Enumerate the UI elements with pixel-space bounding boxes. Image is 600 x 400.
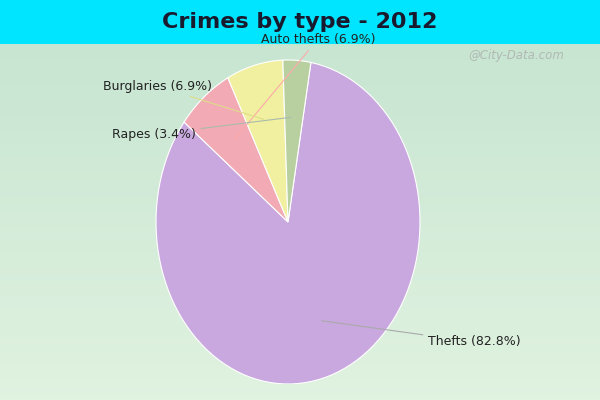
Text: Crimes by type - 2012: Crimes by type - 2012 <box>163 12 437 32</box>
Text: Thefts (82.8%): Thefts (82.8%) <box>322 321 521 348</box>
Polygon shape <box>184 78 288 222</box>
Text: Auto thefts (6.9%): Auto thefts (6.9%) <box>235 33 375 139</box>
Polygon shape <box>228 60 288 222</box>
Text: Rapes (3.4%): Rapes (3.4%) <box>112 117 291 141</box>
Polygon shape <box>156 62 420 384</box>
Text: @City-Data.com: @City-Data.com <box>468 50 564 62</box>
Text: Burglaries (6.9%): Burglaries (6.9%) <box>103 80 263 119</box>
Polygon shape <box>283 60 311 222</box>
